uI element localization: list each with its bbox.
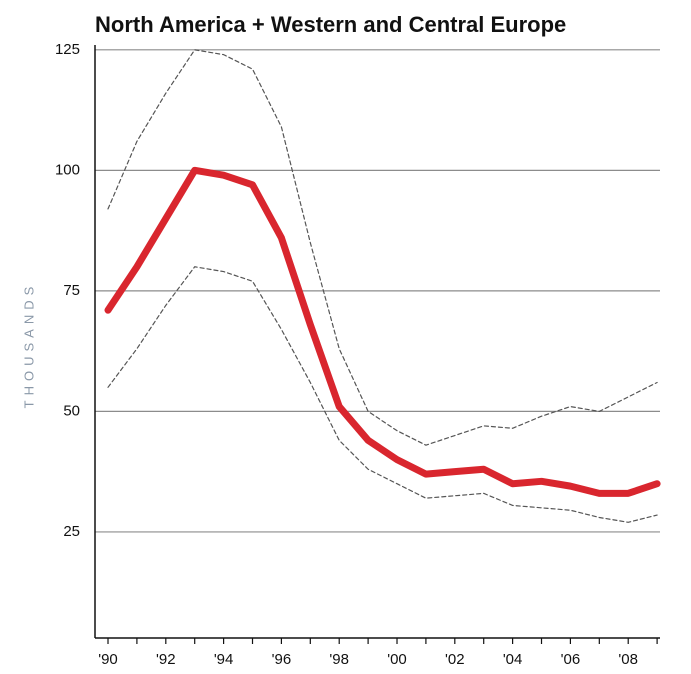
line-series bbox=[107, 266, 658, 523]
y-tick-label: 25 bbox=[63, 523, 80, 540]
line-series bbox=[107, 49, 658, 446]
x-tick-label: '08 bbox=[618, 651, 638, 668]
x-tick-label: '98 bbox=[329, 651, 349, 668]
chart-title: North America + Western and Central Euro… bbox=[95, 12, 566, 37]
x-tick-label: '96 bbox=[272, 651, 292, 668]
x-tick-label: '00 bbox=[387, 651, 407, 668]
x-tick-label: '94 bbox=[214, 651, 234, 668]
y-axis-label: THOUSANDS bbox=[21, 282, 36, 409]
y-tick-label: 75 bbox=[63, 282, 80, 299]
x-tick-label: '04 bbox=[503, 651, 523, 668]
x-tick-label: '06 bbox=[561, 651, 581, 668]
x-tick-label: '90 bbox=[98, 651, 118, 668]
y-tick-label: 125 bbox=[55, 41, 80, 58]
y-tick-label: 100 bbox=[55, 161, 80, 178]
x-tick-label: '92 bbox=[156, 651, 176, 668]
x-tick-label: '02 bbox=[445, 651, 465, 668]
line-series bbox=[104, 166, 661, 497]
y-tick-label: 50 bbox=[63, 402, 80, 419]
